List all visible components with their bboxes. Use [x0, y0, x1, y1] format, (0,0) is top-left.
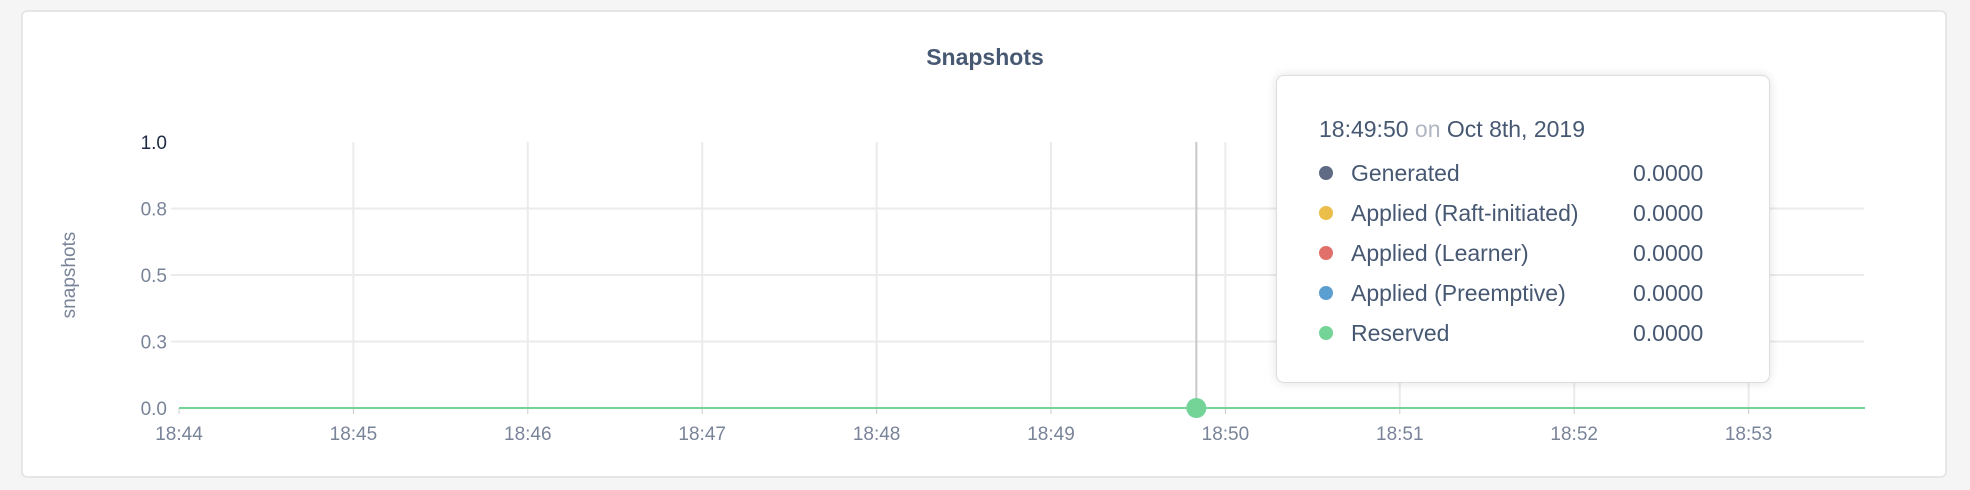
tooltip-series-label: Applied (Raft-initiated)	[1351, 199, 1579, 226]
tooltip-series-value: 0.0000	[1633, 319, 1704, 346]
tooltip-row: Applied (Learner) 0.0000	[1319, 233, 1769, 273]
tooltip-series-label: Reserved	[1351, 319, 1450, 346]
legend-dot-icon	[1319, 166, 1333, 180]
x-tick-label: 18:52	[1550, 424, 1598, 445]
y-tick-label: 0.8	[141, 200, 167, 221]
tooltip-series-label: Applied (Preemptive)	[1351, 279, 1566, 306]
tooltip-header: 18:49:50 on Oct 8th, 2019	[1319, 116, 1769, 143]
tooltip-series-value: 0.0000	[1633, 279, 1704, 306]
legend-dot-icon	[1319, 326, 1333, 340]
tooltip-series-value: 0.0000	[1633, 239, 1704, 266]
legend-dot-icon	[1319, 206, 1333, 220]
y-axis-label: snapshots	[59, 232, 80, 319]
tooltip-series-value: 0.0000	[1633, 199, 1704, 226]
y-tick-label: 0.0	[141, 399, 167, 420]
x-tick-label: 18:51	[1376, 424, 1424, 445]
tooltip-series-value: 0.0000	[1633, 159, 1704, 186]
x-tick-label: 18:46	[504, 424, 552, 445]
y-tick-label: 1.0	[141, 133, 167, 154]
tooltip-series-label: Applied (Learner)	[1351, 239, 1529, 266]
tooltip-on: on	[1414, 116, 1441, 142]
x-tick-label: 18:49	[1027, 424, 1075, 445]
tooltip-series-label: Generated	[1351, 159, 1460, 186]
x-tick-label: 18:50	[1202, 424, 1250, 445]
chart-title: Snapshots	[926, 44, 1044, 70]
legend-dot-icon	[1319, 246, 1333, 260]
chart-tooltip: 18:49:50 on Oct 8th, 2019 Generated 0.000…	[1276, 75, 1770, 383]
hover-point	[1186, 398, 1207, 418]
y-tick-label: 0.3	[141, 333, 167, 354]
tooltip-time: 18:49:50	[1319, 116, 1409, 142]
x-tick-label: 18:45	[330, 424, 378, 445]
tooltip-row: Generated 0.0000	[1319, 153, 1769, 193]
tooltip-row: Applied (Raft-initiated) 0.0000	[1319, 193, 1769, 233]
legend-dot-icon	[1319, 286, 1333, 300]
tooltip-row: Applied (Preemptive) 0.0000	[1319, 273, 1769, 313]
x-tick-label: 18:47	[678, 424, 726, 445]
x-tick-label: 18:44	[155, 424, 203, 445]
x-tick-label: 18:53	[1725, 424, 1773, 445]
y-tick-label: 0.5	[141, 266, 167, 287]
tooltip-row: Reserved 0.0000	[1319, 313, 1769, 353]
tooltip-date: Oct 8th, 2019	[1446, 116, 1585, 142]
x-tick-label: 18:48	[853, 424, 901, 445]
